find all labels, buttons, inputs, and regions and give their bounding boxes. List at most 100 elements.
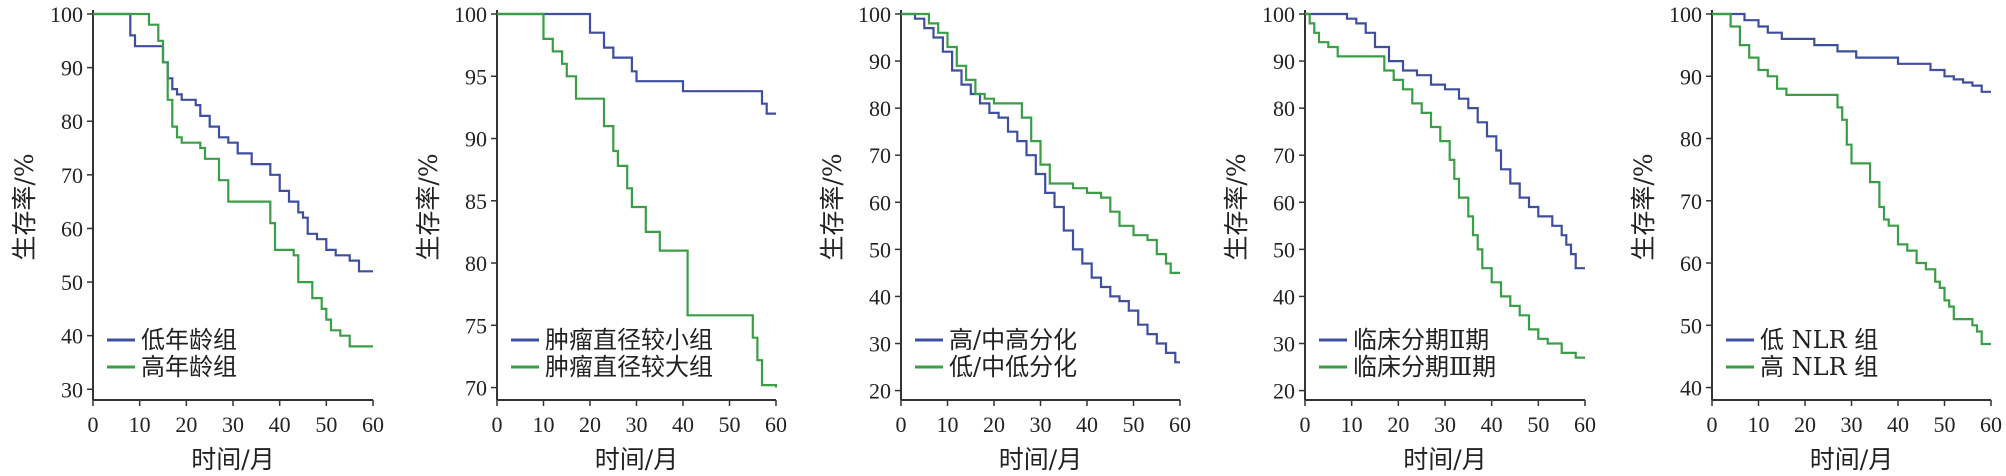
x-tick-label: 40 — [1481, 412, 1503, 437]
y-tick-label: 100 — [858, 2, 891, 27]
legend-label: 肿瘤直径较小组 — [545, 326, 713, 354]
y-tick-label: 30 — [61, 377, 83, 402]
survival-curve-2 — [901, 12, 1180, 274]
legend-label: 高/中高分化 — [949, 326, 1077, 354]
x-tick-label: 30 — [1030, 412, 1052, 437]
y-tick-label: 70 — [1273, 143, 1295, 168]
x-tick-label: 10 — [1341, 412, 1363, 437]
x-tick-label: 0 — [1300, 412, 1311, 437]
y-axis-title: 生存率/% — [414, 153, 443, 260]
legend-label: 低年龄组 — [141, 326, 237, 354]
x-tick-label: 0 — [1707, 412, 1718, 437]
chart-panel-5: 40 50 60 70 80 90 100 0 10 20 30 40 50 60 时间/月 生存率/% 低 N… — [1629, 2, 2002, 474]
x-tick-label: 10 — [937, 412, 959, 437]
x-tick-label: 40 — [672, 412, 694, 437]
y-tick-label: 90 — [61, 56, 83, 81]
y-tick-label: 90 — [869, 49, 891, 74]
y-tick-label: 60 — [869, 190, 891, 215]
y-tick-label: 60 — [61, 216, 83, 241]
y-axis-title: 生存率/% — [818, 153, 847, 260]
y-tick-label: 50 — [1273, 237, 1295, 262]
x-tick-label: 50 — [1934, 412, 1956, 437]
y-tick-label: 85 — [465, 189, 487, 214]
y-tick-label: 80 — [61, 109, 83, 134]
x-tick-label: 20 — [983, 412, 1005, 437]
x-tick-label: 40 — [1076, 412, 1098, 437]
x-tick-label: 0 — [896, 412, 907, 437]
x-tick-label: 50 — [1527, 412, 1549, 437]
x-tick-label: 60 — [1169, 412, 1191, 437]
x-tick-label: 30 — [222, 412, 244, 437]
x-tick-label: 10 — [129, 412, 151, 437]
x-tick-label: 50 — [719, 412, 741, 437]
x-tick-label: 20 — [1387, 412, 1409, 437]
x-tick-label: 30 — [1841, 412, 1863, 437]
legend-label: 高年龄组 — [141, 353, 237, 381]
survival-curve-1 — [1305, 12, 1585, 270]
x-tick-label: 60 — [1980, 412, 2002, 437]
y-tick-label: 90 — [465, 127, 487, 152]
chart-panel-2: 70 75 80 85 90 95 100 0 10 20 30 40 50 60 时间/月 生存率/% 肿瘤直… — [414, 2, 787, 474]
chart-panel-3: 20 30 40 50 60 70 80 90 100 0 10 20 30 40 50 60 时间/月 生存率/… — [818, 2, 1191, 474]
y-tick-label: 50 — [1680, 313, 1702, 338]
y-tick-label: 100 — [454, 2, 487, 27]
y-tick-label: 90 — [1273, 49, 1295, 74]
legend-label: 临床分期Ⅱ期 — [1353, 326, 1489, 354]
x-tick-label: 30 — [626, 412, 648, 437]
x-axis-title: 时间/月 — [191, 445, 274, 474]
survival-curve-2 — [93, 12, 373, 348]
y-tick-label: 30 — [869, 332, 891, 357]
x-tick-label: 40 — [269, 412, 291, 437]
y-tick-label: 60 — [1680, 251, 1702, 276]
y-tick-label: 70 — [869, 143, 891, 168]
y-tick-label: 40 — [61, 324, 83, 349]
x-axis-title: 时间/月 — [1810, 445, 1893, 474]
x-axis-title: 时间/月 — [1403, 445, 1486, 474]
survival-curve-2 — [1305, 12, 1585, 359]
y-axis-title: 生存率/% — [10, 153, 39, 260]
survival-curve-1 — [497, 12, 776, 115]
survival-curve-1 — [93, 12, 373, 273]
x-tick-label: 60 — [765, 412, 787, 437]
y-tick-label: 80 — [1273, 96, 1295, 121]
y-tick-label: 80 — [465, 251, 487, 276]
legend-label: 临床分期Ⅲ期 — [1353, 353, 1496, 381]
chart-panel-1: 30 40 50 60 70 80 90 100 0 10 20 30 40 50 60 时间/月 生存率/% 低… — [10, 2, 384, 474]
y-tick-label: 95 — [465, 64, 487, 89]
y-tick-label: 50 — [869, 237, 891, 262]
y-axis-title: 生存率/% — [1222, 153, 1251, 260]
y-tick-label: 90 — [1680, 64, 1702, 89]
y-tick-label: 30 — [1273, 332, 1295, 357]
x-tick-label: 0 — [492, 412, 503, 437]
x-axis-title: 时间/月 — [999, 445, 1082, 474]
x-tick-label: 20 — [1794, 412, 1816, 437]
y-tick-label: 100 — [1669, 2, 1702, 27]
legend-label: 低/中低分化 — [949, 353, 1077, 381]
y-tick-label: 70 — [61, 163, 83, 188]
survival-curve-2 — [497, 12, 778, 388]
y-tick-label: 80 — [1680, 127, 1702, 152]
y-tick-label: 100 — [50, 2, 83, 27]
x-tick-label: 50 — [315, 412, 337, 437]
x-tick-label: 60 — [1574, 412, 1596, 437]
y-tick-label: 40 — [1680, 376, 1702, 401]
survival-curve-2 — [1712, 12, 1991, 346]
x-tick-label: 20 — [175, 412, 197, 437]
y-tick-label: 40 — [869, 284, 891, 309]
survival-curve-1 — [901, 12, 1180, 364]
legend-label: 高 NLR 组 — [1760, 353, 1878, 381]
x-tick-label: 0 — [88, 412, 99, 437]
legend-label: 低 NLR 组 — [1760, 326, 1878, 354]
x-tick-label: 40 — [1887, 412, 1909, 437]
y-tick-label: 80 — [869, 96, 891, 121]
chart-panel-4: 20 30 40 50 60 70 80 90 100 0 10 20 30 40 50 60 时间/月 生存率/… — [1222, 2, 1596, 474]
y-tick-label: 50 — [61, 270, 83, 295]
x-tick-label: 20 — [579, 412, 601, 437]
legend-label: 肿瘤直径较大组 — [545, 353, 713, 381]
y-axis-title: 生存率/% — [1629, 153, 1658, 260]
y-tick-label: 20 — [1273, 379, 1295, 404]
x-axis-title: 时间/月 — [595, 445, 678, 474]
x-tick-label: 10 — [533, 412, 555, 437]
